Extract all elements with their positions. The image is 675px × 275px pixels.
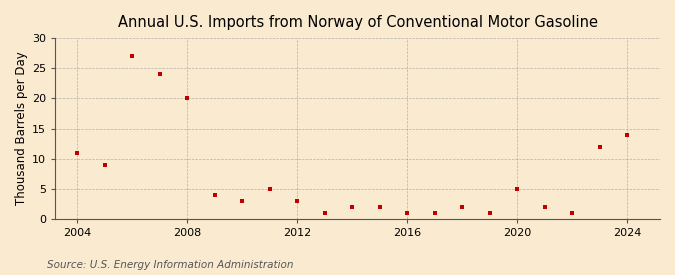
Point: [512, 187, 522, 191]
Point: [484, 211, 495, 215]
Point: [72, 150, 83, 155]
Point: [374, 205, 385, 209]
Point: [209, 193, 220, 197]
Point: [155, 72, 165, 76]
Point: [402, 211, 412, 215]
Point: [127, 54, 138, 58]
Point: [265, 187, 275, 191]
Point: [457, 205, 468, 209]
Point: [539, 205, 550, 209]
Title: Annual U.S. Imports from Norway of Conventional Motor Gasoline: Annual U.S. Imports from Norway of Conve…: [117, 15, 597, 30]
Point: [292, 199, 302, 203]
Text: Source: U.S. Energy Information Administration: Source: U.S. Energy Information Administ…: [47, 260, 294, 270]
Point: [594, 144, 605, 149]
Point: [319, 211, 330, 215]
Point: [566, 211, 577, 215]
Y-axis label: Thousand Barrels per Day: Thousand Barrels per Day: [15, 52, 28, 205]
Point: [622, 132, 632, 137]
Point: [99, 163, 110, 167]
Point: [347, 205, 358, 209]
Point: [237, 199, 248, 203]
Point: [182, 96, 192, 101]
Point: [429, 211, 440, 215]
